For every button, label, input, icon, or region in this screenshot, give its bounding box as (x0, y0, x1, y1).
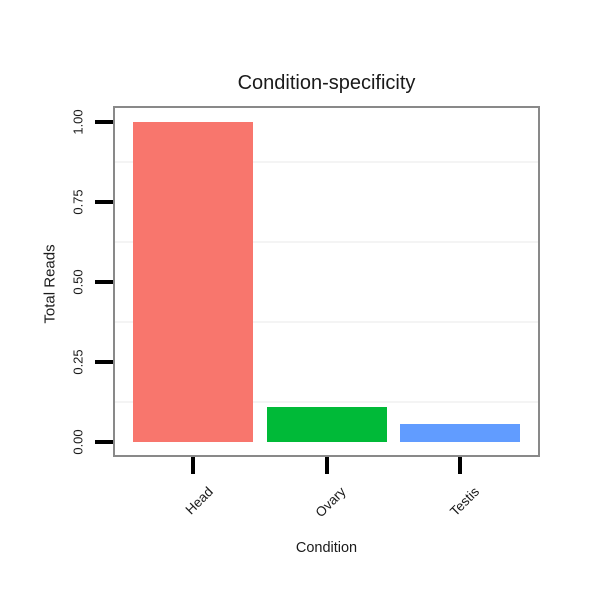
y-axis-tick (95, 280, 113, 284)
gridline-minor (115, 321, 538, 323)
y-axis-tick-label: 0.75 (70, 189, 86, 215)
y-axis-tick (95, 440, 113, 444)
y-axis-tick-label: 0.25 (70, 349, 86, 375)
bar-testis (400, 424, 520, 442)
x-axis-title: Condition (295, 540, 358, 556)
x-axis-tick (458, 457, 462, 474)
plot-panel (113, 106, 540, 457)
x-axis-tick (324, 457, 329, 474)
y-axis-tick (95, 200, 113, 204)
x-axis-tick-label: Testis (447, 484, 483, 520)
gridline-minor (115, 161, 538, 163)
y-axis-tick-label: 1.00 (70, 109, 86, 135)
bar-head (133, 122, 253, 442)
y-axis-tick-label: 0.00 (70, 429, 86, 455)
y-axis-tick (95, 120, 113, 124)
gridline-minor (115, 401, 538, 403)
y-axis-title: Total Reads (41, 244, 59, 324)
x-axis-tick-label: Head (182, 484, 216, 518)
y-axis-tick-label: 0.50 (70, 269, 86, 295)
chart-title: Condition-specificity (237, 72, 416, 94)
bar-ovary (266, 406, 387, 442)
x-axis-tick-label: Ovary (313, 484, 350, 521)
gridline-minor (115, 241, 538, 243)
y-axis-tick (95, 360, 113, 364)
x-axis-tick (191, 457, 195, 474)
